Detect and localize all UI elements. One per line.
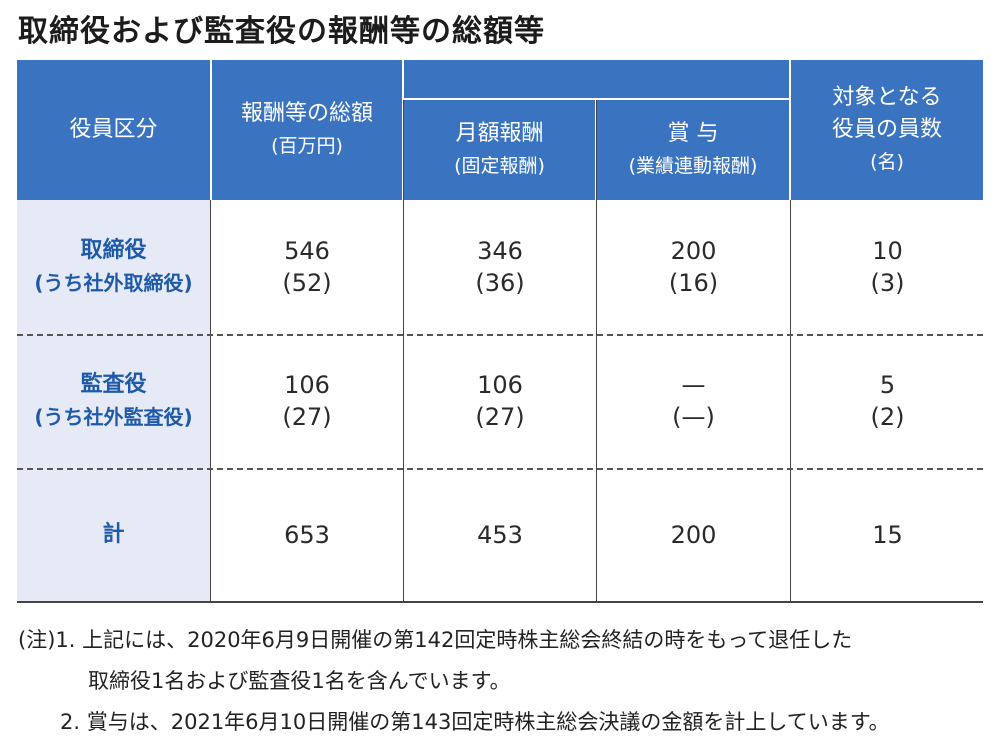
row-label-directors: 取締役 (うち社外取締役) [17, 200, 210, 334]
header-category: 役員区分 [17, 60, 210, 200]
table-cell: 546 (52) [282, 237, 332, 297]
note-1-continued: 取締役1名および監査役1名を含んでいます。 [88, 669, 511, 693]
table-cell: — (—) [672, 371, 715, 431]
table-cell: 453 [477, 520, 523, 549]
table-cell: 106 (27) [282, 371, 332, 431]
header-count: 対象となる 役員の員数 (名) [791, 60, 983, 200]
table-cell: 346 (36) [475, 237, 525, 297]
table-cell: 15 [872, 520, 903, 549]
row-divider [17, 334, 983, 336]
header-monthly: 月額報酬 (固定報酬) [404, 100, 595, 200]
table-cell: 200 [670, 520, 717, 549]
header-breakdown-top [404, 60, 789, 98]
table-cell: 5 (2) [870, 371, 905, 431]
table-cell: 106 (27) [475, 371, 525, 431]
column-divider [596, 100, 597, 601]
header-total: 報酬等の総額 (百万円) [212, 60, 402, 200]
note-1: (注)1. 上記には、2020年6月9日開催の第142回定時株主総会終結の時をも… [18, 628, 853, 652]
table-cell: 200 (16) [668, 237, 719, 297]
column-divider [403, 100, 404, 601]
header-bonus: 賞 与 (業績連動報酬) [597, 100, 789, 200]
row-label-total: 計 [17, 468, 210, 601]
table-bottom-border [17, 601, 983, 603]
note-2: 2. 賞与は、2021年6月10日開催の第143回定時株主総会決議の金額を計上し… [60, 710, 890, 734]
table-cell: 10 (3) [870, 237, 905, 297]
page-title: 取締役および監査役の報酬等の総額等 [18, 14, 545, 49]
compensation-table: 役員区分 報酬等の総額 (百万円) 月額報酬 (固定報酬) 賞 与 (業績連動報… [17, 60, 983, 603]
row-label-auditors: 監査役 (うち社外監査役) [17, 334, 210, 468]
row-divider [17, 468, 983, 470]
table-cell: 653 [284, 520, 330, 549]
column-divider [210, 200, 211, 601]
column-divider [790, 200, 791, 601]
